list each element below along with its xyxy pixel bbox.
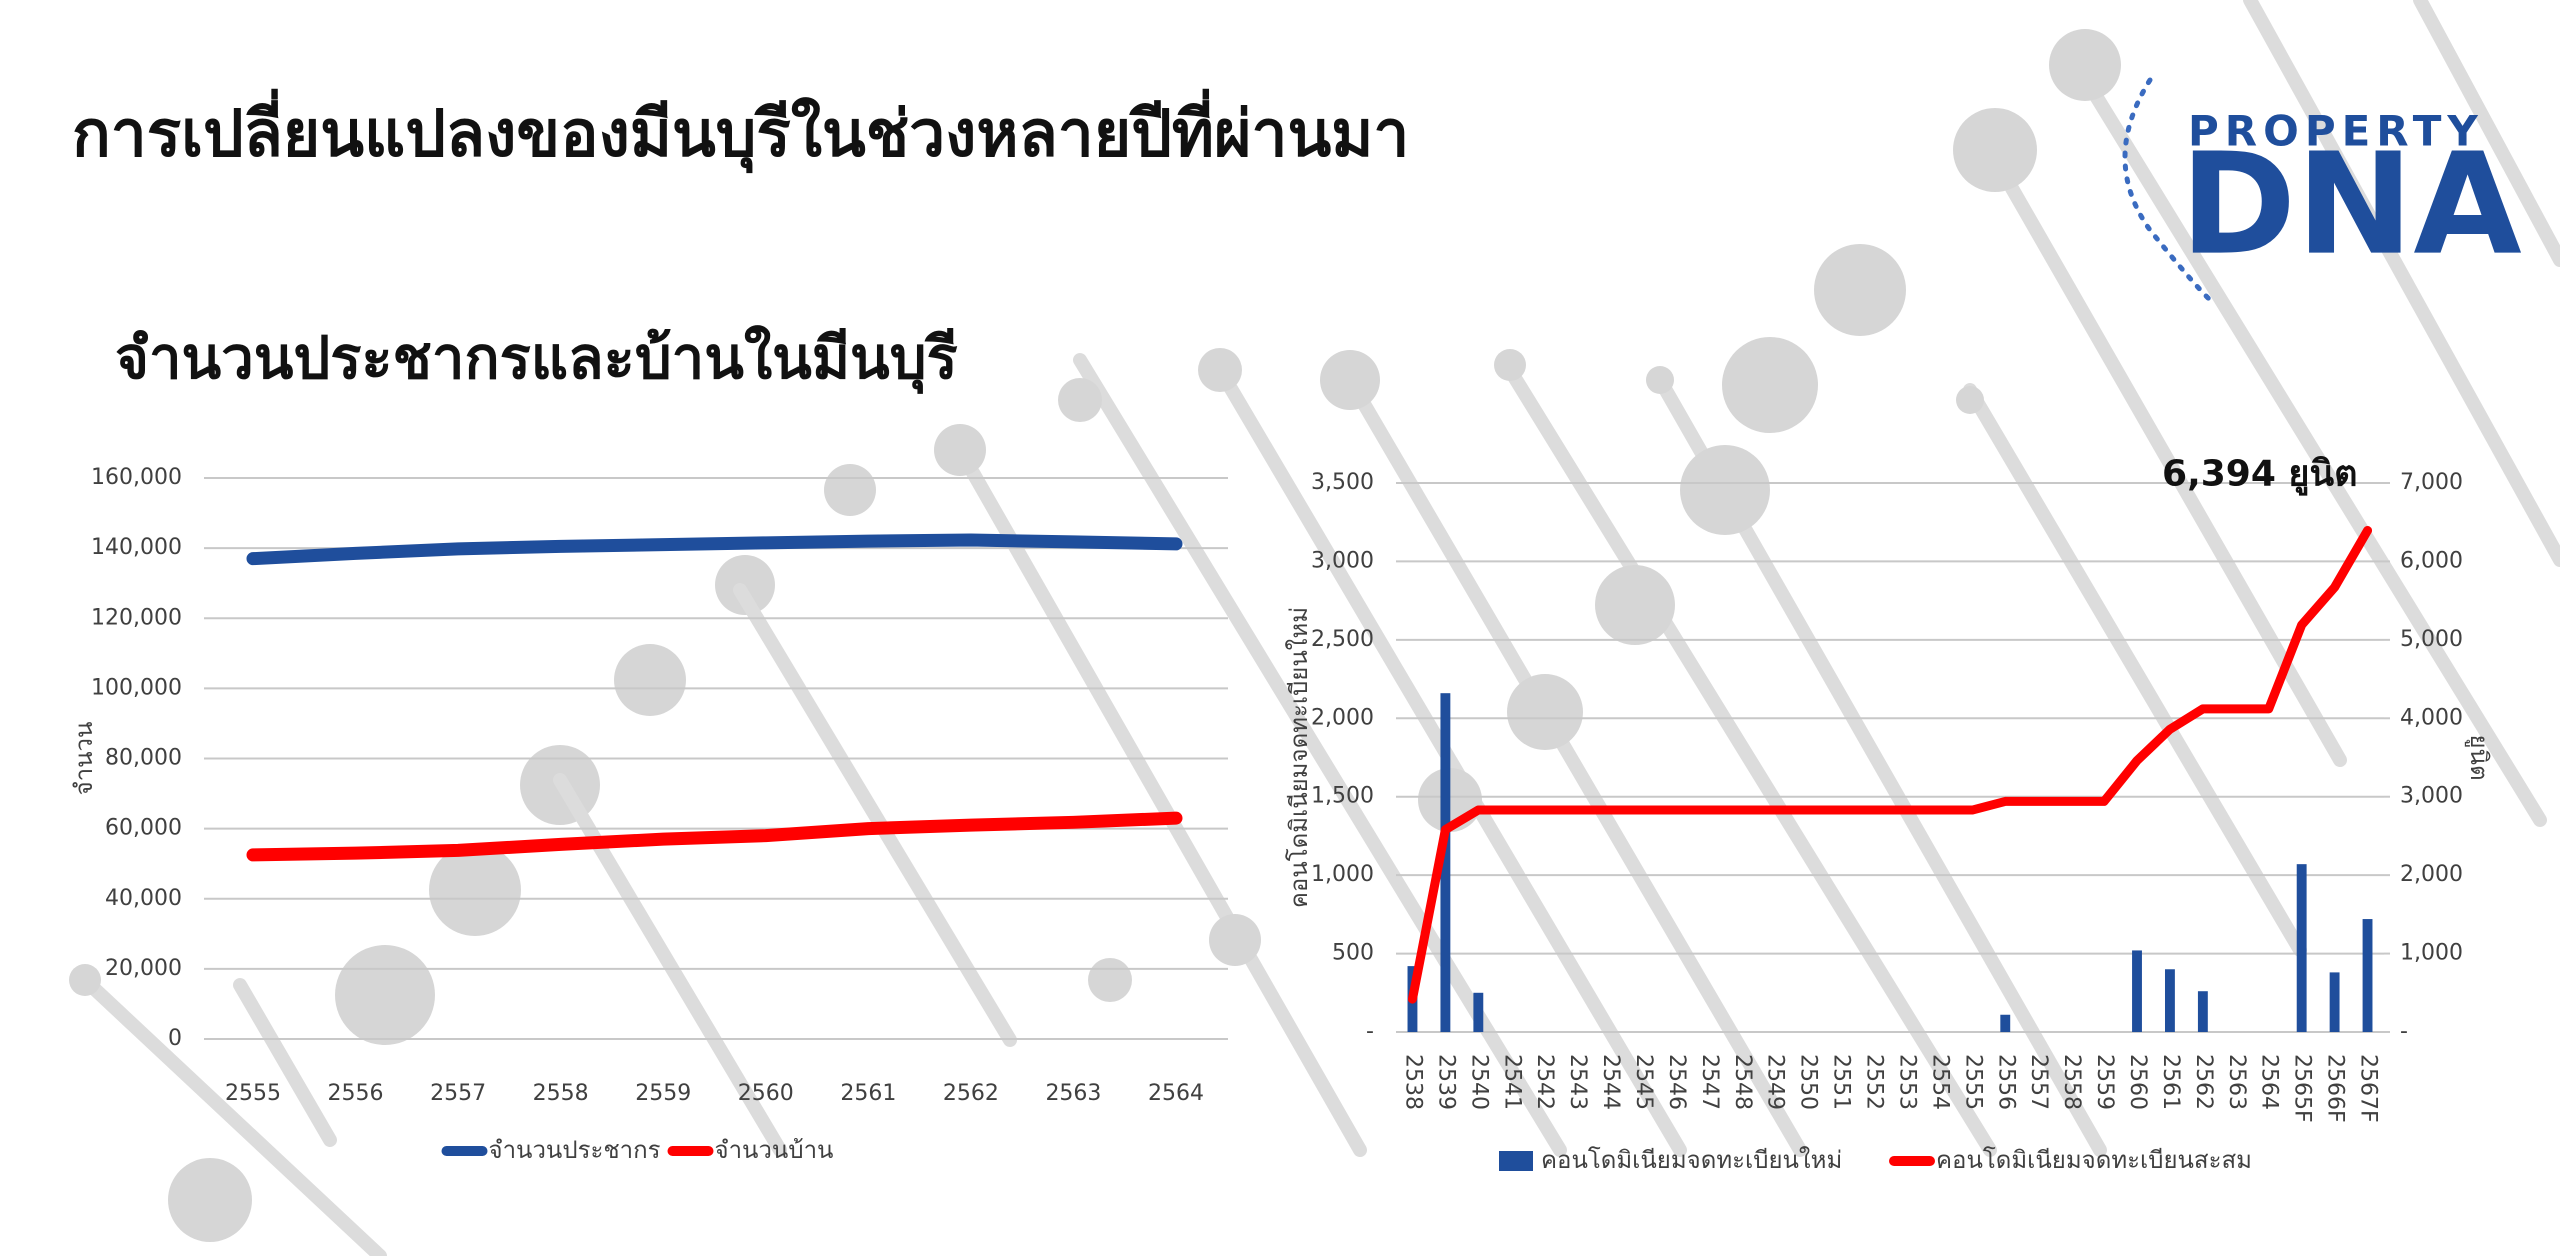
y-tick-label: 40,000 [105, 886, 182, 911]
x-tick-label: 2542 [1532, 1054, 1557, 1110]
y2-axis-title: ยูนิต [2464, 734, 2493, 780]
annotation: 6,394 ยูนิต [2162, 454, 2358, 497]
y2-tick-label: 3,000 [2400, 784, 2463, 809]
x-tick-label: 2565F [2290, 1054, 2315, 1123]
x-tick-label: 2553 [1894, 1054, 1919, 1110]
y-axis-title: จำนวน [70, 722, 98, 796]
y-axis-title: คอนโดมิเนียมจดทะเบียนใหม่ [1285, 607, 1313, 908]
y-tick-label: 160,000 [91, 465, 182, 490]
line-series [246, 533, 1183, 566]
x-tick-label: 2567F [2356, 1054, 2381, 1123]
x-tick-label: 2538 [1400, 1054, 1425, 1110]
logo-text: DNA [2180, 124, 2522, 287]
x-tick-label: 2561 [2158, 1054, 2183, 1110]
legend-label: จำนวนประชากร [489, 1136, 661, 1164]
x-tick-label: 2543 [1565, 1054, 1590, 1110]
logo-helix [2122, 77, 2213, 303]
y2-tick-label: 6,000 [2400, 548, 2463, 573]
x-tick-label: 2555 [225, 1081, 281, 1106]
y-tick-label: 2,000 [1311, 705, 1374, 730]
y-tick-label: 80,000 [105, 746, 182, 771]
x-tick-label: 2566F [2323, 1054, 2348, 1123]
bar [2132, 950, 2142, 1032]
page-subtitle: จำนวนประชากรและบ้านในมีนบุรี [115, 324, 958, 395]
line-series [246, 811, 1183, 862]
bar [1473, 992, 1484, 1032]
y-tick-label: 100,000 [91, 675, 182, 700]
x-tick-label: 2559 [2092, 1054, 2117, 1110]
x-tick-label: 2558 [2059, 1054, 2084, 1110]
x-tick-label: 2541 [1499, 1054, 1524, 1110]
x-tick-label: 2555 [1960, 1054, 1985, 1110]
x-tick-label: 2560 [738, 1081, 794, 1106]
y-tick-label: 3,000 [1311, 548, 1374, 573]
x-tick-label: 2554 [1927, 1054, 1952, 1110]
x-tick-label: 2556 [328, 1081, 384, 1106]
y2-tick-label: 4,000 [2400, 705, 2463, 730]
x-tick-label: 2564 [2257, 1054, 2282, 1110]
bar [2362, 919, 2373, 1032]
bar [1440, 693, 1451, 1032]
logo: PROPERTY DNA [2122, 77, 2522, 303]
x-tick-label: 2559 [635, 1081, 691, 1106]
y-tick-label: 1,000 [1311, 862, 1374, 887]
y-tick-label: 0 [168, 1026, 182, 1051]
x-tick-label: 2556 [1993, 1054, 2018, 1110]
x-tick-label: 2562 [2191, 1054, 2216, 1110]
x-tick-label: 2550 [1796, 1054, 1821, 1110]
bar [2296, 864, 2307, 1032]
bar [2000, 1014, 2011, 1032]
y-tick-label: 20,000 [105, 956, 182, 981]
x-tick-label: 2557 [2026, 1054, 2051, 1110]
x-tick-label: 2546 [1664, 1054, 1689, 1110]
bar [2329, 972, 2340, 1032]
y2-tick-label: 1,000 [2400, 941, 2463, 966]
logo-text: PROPERTY [2188, 107, 2484, 156]
x-tick-label: 2544 [1598, 1054, 1623, 1110]
x-tick-label: 2558 [533, 1081, 589, 1106]
x-tick-label: 2564 [1148, 1081, 1204, 1106]
bar [2164, 969, 2175, 1032]
legend-label: คอนโดมิเนียมจดทะเบียนสะสม [1936, 1146, 2252, 1174]
y-tick-label: 60,000 [105, 816, 182, 841]
x-tick-label: 2548 [1730, 1054, 1755, 1110]
x-tick-label: 2547 [1697, 1054, 1722, 1110]
y2-tick-label: 2,000 [2400, 862, 2463, 887]
page-title: การเปลี่ยนแปลงของมีนบุรีในช่วงหลายปีที่ผ… [72, 89, 1409, 174]
x-tick-label: 2551 [1829, 1054, 1854, 1110]
legend-label: จำนวนบ้าน [715, 1136, 834, 1164]
y2-tick-label: - [2400, 1019, 2408, 1044]
background-decoration [69, 0, 2560, 1256]
x-tick-label: 2552 [1862, 1054, 1887, 1110]
y-tick-label: 3,500 [1311, 470, 1374, 495]
x-tick-label: 2557 [430, 1081, 486, 1106]
y-tick-label: 500 [1332, 941, 1374, 966]
x-tick-label: 2563 [1045, 1081, 1101, 1106]
x-tick-label: 2540 [1466, 1054, 1491, 1110]
legend-swatch [1499, 1151, 1533, 1171]
x-tick-label: 2549 [1763, 1054, 1788, 1110]
y2-tick-label: 7,000 [2400, 470, 2463, 495]
y-tick-label: 1,500 [1311, 784, 1374, 809]
bar [2197, 991, 2208, 1032]
x-tick-label: 2562 [943, 1081, 999, 1106]
y-tick-label: 140,000 [91, 535, 182, 560]
x-tick-label: 2539 [1433, 1054, 1458, 1110]
legend-label: คอนโดมิเนียมจดทะเบียนใหม่ [1541, 1146, 1842, 1174]
line-series [1407, 526, 2373, 1004]
x-tick-label: 2560 [2125, 1054, 2150, 1110]
y-tick-label: 120,000 [91, 605, 182, 630]
y2-tick-label: 5,000 [2400, 627, 2463, 652]
x-tick-label: 2561 [840, 1081, 896, 1106]
y-tick-label: - [1366, 1019, 1374, 1044]
y-tick-label: 2,500 [1311, 627, 1374, 652]
x-tick-label: 2563 [2224, 1054, 2249, 1110]
x-tick-label: 2545 [1631, 1054, 1656, 1110]
